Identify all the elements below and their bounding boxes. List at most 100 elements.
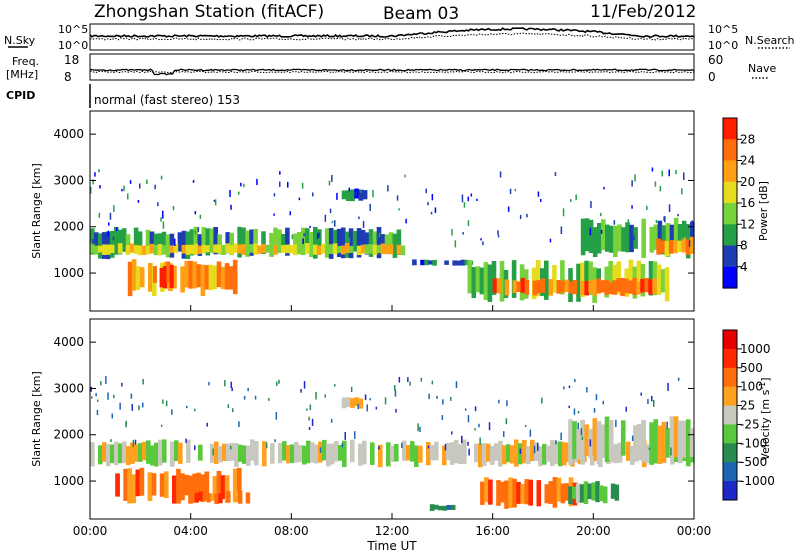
heatmap-cell [145, 229, 151, 253]
heatmap-cell [261, 231, 266, 254]
heatmap-cell [344, 432, 346, 440]
heatmap-cell [665, 428, 671, 458]
heatmap-cell [277, 229, 282, 253]
heatmap-cell [498, 440, 503, 467]
heatmap-cell [405, 218, 407, 224]
heatmap-cell [102, 442, 107, 462]
heatmap-cell [118, 443, 123, 464]
heatmap-cell [652, 278, 657, 294]
heatmap-cell [192, 261, 198, 289]
heatmap-cell [681, 220, 687, 249]
heatmap-cell [130, 393, 133, 399]
heatmap-cell [666, 421, 668, 429]
x-tick-label: 20:00 [576, 524, 611, 538]
heatmap-cell [409, 381, 411, 386]
heatmap-cell [366, 404, 368, 412]
heatmap-cell [588, 219, 594, 253]
heatmap-cell [402, 440, 407, 461]
heatmap-cell [317, 229, 322, 254]
heatmap-cell [116, 227, 118, 232]
heatmap-cell [600, 280, 605, 293]
heatmap-cell [610, 483, 616, 499]
heatmap-cell [375, 406, 378, 410]
heatmap-cell [441, 415, 444, 420]
heatmap-cell [691, 220, 693, 227]
heatmap-cell [568, 281, 574, 294]
heatmap-cell [358, 443, 363, 466]
heatmap-cell [612, 264, 618, 294]
heatmap-cell [376, 244, 382, 254]
heatmap-cell [210, 443, 215, 463]
heatmap-cell [614, 443, 619, 464]
heatmap-cell [204, 265, 210, 290]
heatmap-cell [386, 442, 391, 467]
heatmap-cell [303, 233, 305, 237]
x-tick-label: 12:00 [375, 524, 410, 538]
heatmap-cell [218, 493, 223, 504]
heatmap-cell [618, 442, 623, 463]
heatmap-cell [131, 259, 137, 291]
heatmap-cell [221, 245, 226, 255]
heatmap-cell [681, 420, 687, 458]
heatmap-cell [290, 444, 295, 463]
heatmap-cell [139, 267, 145, 288]
heatmap-cell [265, 442, 268, 449]
heatmap-cell [461, 194, 464, 203]
heatmap-cell [159, 267, 164, 288]
heatmap-cell [532, 280, 538, 296]
heatmap-cell [159, 473, 165, 497]
heatmap-cell [424, 259, 429, 266]
heatmap-cell [345, 190, 351, 201]
heatmap-cell [537, 191, 540, 197]
colorbar-tick-label: -500 [740, 455, 767, 469]
heatmap-cell [572, 486, 577, 499]
heatmap-cell [94, 232, 99, 252]
heatmap-cell [254, 395, 257, 400]
heatmap-cell [368, 229, 374, 257]
heatmap-cell [514, 188, 517, 192]
heatmap-cell [568, 486, 573, 505]
heatmap-cell [279, 171, 281, 175]
freq-left-tick-bottom: 8 [64, 70, 72, 84]
heatmap-cell [94, 245, 99, 255]
heatmap-cell [338, 444, 343, 461]
heatmap-cell [479, 437, 481, 445]
heatmap-cell [213, 199, 216, 202]
heatmap-cell [675, 169, 677, 175]
heatmap-cell [442, 445, 447, 466]
heatmap-cell [126, 446, 131, 466]
colorbar-tick-label: 12 [740, 217, 755, 231]
heatmap-cell [330, 418, 333, 423]
noise-search-trace [89, 32, 694, 41]
heatmap-cell [657, 220, 663, 254]
heatmap-cell [213, 244, 218, 253]
heatmap-cell [165, 244, 171, 255]
heatmap-cell [590, 201, 592, 209]
heatmap-cell [350, 386, 353, 392]
heatmap-cell [318, 232, 321, 238]
heatmap-cell [332, 229, 338, 254]
heatmap-cell [396, 195, 399, 201]
heatmap-cell [454, 440, 459, 464]
heatmap-cell [616, 261, 622, 295]
station-title: Zhongshan Station (fitACF) [94, 2, 324, 22]
heatmap-cell [400, 245, 406, 256]
heatmap-cell [194, 211, 197, 215]
heatmap-cell [563, 386, 565, 390]
heatmap-cell [208, 382, 210, 386]
heatmap-cell [520, 484, 525, 504]
heatmap-cell [596, 278, 601, 294]
heatmap-cell [509, 188, 512, 195]
heatmap-cell [196, 264, 202, 288]
heatmap-cell [238, 421, 240, 427]
colorbar-tick-label: -1000 [740, 474, 775, 488]
heatmap-cell [625, 406, 627, 412]
heatmap-cell [135, 266, 141, 290]
heatmap-cell [199, 214, 202, 219]
heatmap-cell [497, 230, 499, 236]
heatmap-cell [608, 261, 613, 295]
heatmap-cell [270, 443, 275, 464]
heatmap-cell [372, 231, 378, 254]
heatmap-cell [298, 445, 303, 463]
heatmap-cell [98, 169, 100, 173]
